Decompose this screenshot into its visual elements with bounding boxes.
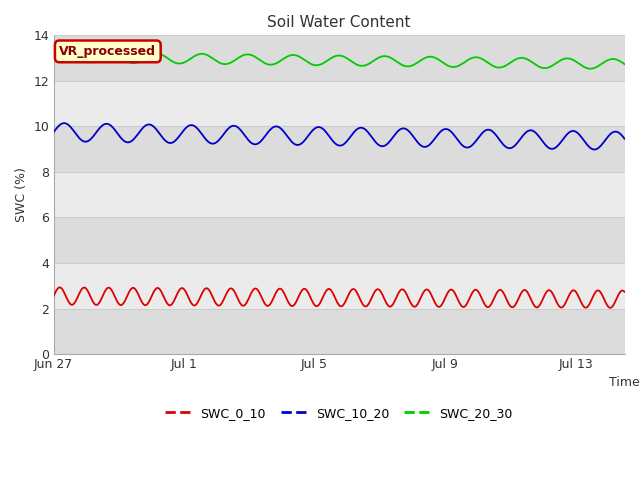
Text: VR_processed: VR_processed — [60, 45, 156, 58]
SWC_0_10 — [50, 293, 58, 299]
SWC_10_20 — [506, 145, 513, 151]
SWC_0_10 — [442, 293, 450, 299]
SWC_0_10 — [606, 305, 614, 311]
SWC_20_30 — [442, 62, 450, 68]
SWC_20_30 — [506, 60, 513, 66]
SWC_0_10 — [109, 288, 116, 294]
SWC_10_20 — [495, 137, 503, 143]
SWC_10_20 — [621, 136, 628, 142]
SWC_20_30 — [495, 65, 503, 71]
SWC_20_30 — [50, 54, 58, 60]
Legend: SWC_0_10, SWC_10_20, SWC_20_30: SWC_0_10, SWC_10_20, SWC_20_30 — [161, 402, 518, 425]
SWC_10_20 — [281, 131, 289, 136]
SWC_20_30 — [621, 61, 628, 67]
Bar — [54, 36, 625, 81]
SWC_0_10 — [56, 285, 64, 290]
SWC_10_20 — [50, 129, 58, 135]
Line: SWC_20_30: SWC_20_30 — [54, 52, 625, 69]
SWC_20_30 — [61, 49, 69, 55]
SWC_0_10 — [506, 302, 513, 308]
Bar — [54, 81, 625, 126]
SWC_20_30 — [109, 50, 116, 56]
SWC_10_20 — [442, 126, 450, 132]
Bar — [54, 126, 625, 172]
Bar — [54, 217, 625, 263]
SWC_10_20 — [302, 136, 310, 142]
Line: SWC_10_20: SWC_10_20 — [54, 123, 625, 149]
SWC_10_20 — [109, 124, 116, 130]
Bar — [54, 172, 625, 217]
SWC_0_10 — [302, 287, 310, 292]
Y-axis label: SWC (%): SWC (%) — [15, 168, 28, 222]
SWC_0_10 — [281, 292, 289, 298]
X-axis label: Time: Time — [609, 376, 640, 389]
SWC_0_10 — [495, 287, 503, 293]
Bar — [54, 263, 625, 309]
SWC_0_10 — [621, 289, 628, 295]
Title: Soil Water Content: Soil Water Content — [268, 15, 411, 30]
Line: SWC_0_10: SWC_0_10 — [54, 288, 625, 308]
SWC_20_30 — [586, 66, 594, 72]
SWC_20_30 — [302, 58, 310, 63]
Bar — [54, 309, 625, 354]
SWC_10_20 — [590, 146, 598, 152]
SWC_10_20 — [60, 120, 68, 126]
SWC_20_30 — [281, 55, 289, 60]
